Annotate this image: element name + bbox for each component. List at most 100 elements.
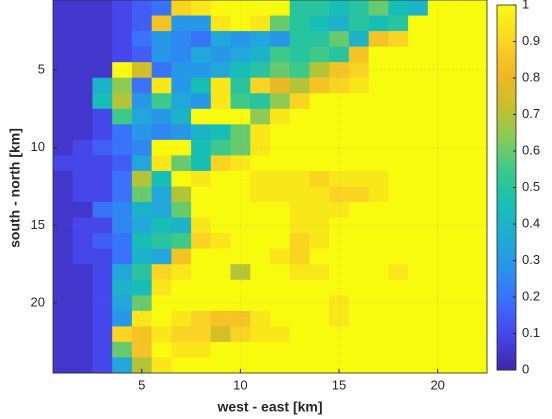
- heat-cell: [270, 295, 291, 312]
- heat-cell: [329, 77, 350, 94]
- x-tick-label: 15: [332, 377, 346, 392]
- heat-cell: [348, 46, 370, 63]
- heat-cell: [191, 326, 212, 343]
- heat-cell: [427, 0, 448, 16]
- heat-cell: [329, 217, 350, 234]
- heat-cell: [388, 186, 409, 203]
- heat-cell: [250, 62, 271, 79]
- heat-cell: [289, 93, 310, 110]
- heat-cell: [309, 264, 330, 281]
- heat-cell: [388, 170, 409, 187]
- heat-cell: [309, 341, 330, 358]
- heat-cell: [151, 233, 172, 250]
- heat-cell: [408, 357, 429, 374]
- heat-cell: [329, 31, 350, 48]
- heat-cell: [329, 93, 350, 110]
- heat-cell: [230, 139, 251, 156]
- heat-cell: [447, 31, 468, 48]
- heat-cell: [92, 31, 113, 48]
- y-tick-label: 20: [31, 295, 45, 310]
- heat-cell: [191, 341, 212, 358]
- colorbar-swatch: [497, 340, 516, 345]
- colorbar-swatch: [497, 136, 516, 141]
- colorbar-tick-label: 0.9: [522, 33, 540, 48]
- heat-cell: [191, 217, 212, 234]
- colorbar-swatch: [497, 114, 516, 119]
- heat-cell: [250, 248, 271, 265]
- heat-cell: [270, 15, 291, 32]
- heat-cell: [309, 93, 330, 110]
- heat-cell: [53, 15, 74, 32]
- heat-cell: [191, 279, 212, 296]
- colorbar-swatch: [497, 293, 516, 298]
- heat-cell: [270, 264, 291, 281]
- heat-cell: [329, 233, 350, 250]
- heat-cell: [230, 170, 251, 187]
- heat-cell: [270, 0, 291, 16]
- heat-cell: [447, 124, 468, 141]
- colorbar-swatch: [497, 231, 516, 236]
- heat-cell: [388, 264, 409, 281]
- heat-cell: [309, 202, 330, 218]
- heat-cell: [368, 62, 389, 79]
- heat-cell: [171, 202, 192, 218]
- heat-cell: [171, 108, 192, 125]
- heat-cell: [191, 233, 212, 250]
- colorbar-swatch: [497, 107, 516, 112]
- heat-cell: [92, 15, 113, 32]
- heat-cell: [368, 155, 389, 172]
- heat-cell: [427, 310, 448, 327]
- heat-cell: [72, 46, 93, 63]
- heat-cell: [191, 170, 212, 187]
- heat-cell: [309, 186, 330, 203]
- heat-cell: [131, 77, 153, 94]
- colorbar-tick-label: 0.4: [522, 215, 540, 230]
- colorbar-swatch: [497, 351, 516, 356]
- heat-cell: [53, 326, 74, 343]
- heat-cell: [388, 341, 409, 358]
- heat-cell: [230, 46, 251, 63]
- heat-cell: [171, 62, 192, 79]
- heat-cell: [289, 217, 310, 234]
- heat-cell: [112, 186, 133, 203]
- heat-cell: [210, 46, 231, 63]
- heat-cell: [72, 264, 93, 281]
- heat-cell: [467, 0, 488, 16]
- heat-cell: [408, 0, 429, 16]
- heat-cell: [191, 139, 212, 156]
- colorbar-swatch: [497, 311, 516, 316]
- heat-cell: [289, 170, 310, 187]
- heat-cell: [191, 77, 212, 94]
- heat-cell: [230, 93, 251, 110]
- heat-cell: [72, 108, 93, 125]
- heat-cell: [467, 186, 488, 203]
- heat-cell: [151, 217, 172, 234]
- heat-cell: [53, 295, 74, 312]
- heat-cell: [53, 217, 74, 234]
- colorbar-swatch: [497, 242, 516, 247]
- heat-cell: [427, 202, 448, 218]
- heat-cell: [270, 77, 291, 94]
- heat-cell: [191, 124, 212, 141]
- colorbar-swatch: [497, 315, 516, 320]
- heat-cell: [289, 62, 310, 79]
- heat-cell: [171, 310, 192, 327]
- colorbar-swatch: [497, 12, 516, 17]
- colorbar-swatch: [497, 59, 516, 64]
- heat-cell: [467, 326, 488, 343]
- heat-cell: [447, 326, 468, 343]
- heat-cell: [368, 31, 389, 48]
- heat-cell: [210, 217, 231, 234]
- heat-cell: [329, 62, 350, 79]
- heat-cell: [230, 31, 251, 48]
- x-tick-label: 10: [233, 377, 247, 392]
- heat-cell: [270, 341, 291, 358]
- heat-cell: [408, 233, 429, 250]
- heat-cell: [368, 279, 389, 296]
- colorbar-swatch: [497, 92, 516, 97]
- colorbar-swatch: [497, 5, 516, 10]
- heat-cell: [289, 124, 310, 141]
- heat-cell: [447, 295, 468, 312]
- heat-cell: [131, 326, 153, 343]
- heat-cell: [329, 310, 350, 327]
